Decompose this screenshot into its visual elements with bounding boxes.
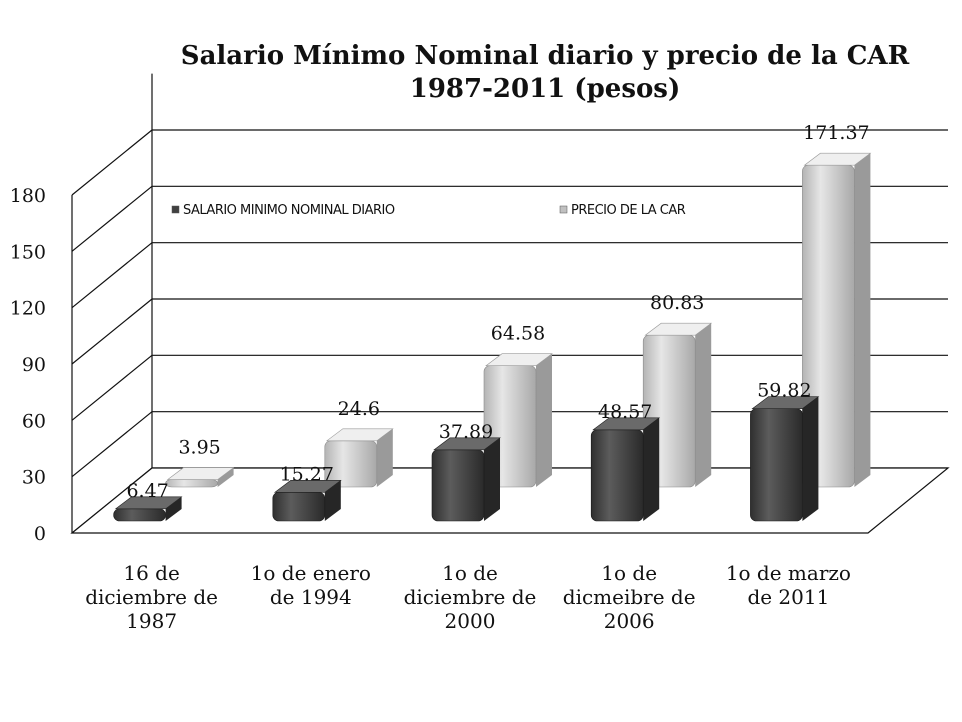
bars — [113, 152, 872, 522]
x-tick-label: 1o de enero de 1994 — [236, 561, 386, 609]
data-label-salario-3: 48.57 — [598, 401, 652, 423]
legend-swatch-salario — [171, 205, 180, 214]
y-tick-label: 0 — [34, 523, 46, 545]
bar-car-0-top — [166, 467, 235, 480]
x-tick-label: 1o de marzo de 2011 — [713, 561, 863, 609]
bar-salario-0-front — [113, 508, 166, 522]
bar-car-4-side — [854, 153, 871, 488]
y-tick-label: 120 — [10, 298, 46, 320]
bar-car-2-top — [485, 353, 553, 367]
y-tick-label: 90 — [22, 354, 46, 376]
bar-salario-4-top — [751, 396, 820, 409]
side-gridline — [71, 242, 153, 309]
bar-car-2-side — [536, 353, 552, 487]
bar-salario-2-side — [484, 437, 500, 521]
data-label-car-4: 171.37 — [803, 122, 869, 144]
x-tick-label: 16 de diciembre de 1987 — [77, 561, 227, 633]
bar-car-0-front — [165, 479, 218, 488]
side-gridline — [71, 354, 153, 421]
bar-salario-3-top — [592, 417, 661, 431]
data-label-car-2: 64.58 — [491, 323, 545, 345]
side-gridline — [71, 129, 153, 196]
bar-salario-4-side — [802, 396, 819, 521]
bar-car-1-side — [376, 428, 393, 487]
side-gridline — [71, 185, 153, 252]
bar-salario-2 — [431, 437, 501, 522]
bar-salario-0 — [113, 496, 183, 522]
data-label-salario-1: 15.27 — [280, 463, 334, 485]
x-tick-label: 1o de dicmeibre de 2006 — [554, 561, 704, 633]
x-tick-label-line: de 1994 — [269, 585, 352, 609]
x-tick-label-line: 16 de — [123, 561, 180, 585]
bar-salario-4-front — [750, 408, 803, 522]
x-tick-label-line: diciembre de — [403, 585, 537, 609]
bar-car-3-side — [695, 323, 712, 487]
x-tick-label-line: diciembre de — [85, 585, 218, 609]
bar-salario-2-top — [433, 437, 501, 451]
y-tick-label: 30 — [22, 467, 46, 489]
chart-title: Salario Mínimo Nominal diario y precio d… — [120, 40, 962, 106]
bar-salario-3-side — [643, 417, 660, 521]
bar-salario-3 — [590, 417, 661, 522]
x-tick-label-line: 1987 — [126, 609, 178, 633]
bar-salario-2-front — [431, 449, 485, 522]
bar-car-4-top — [803, 152, 872, 166]
bar-salario-1-front — [272, 492, 326, 522]
data-label-car-3: 80.83 — [650, 292, 704, 314]
y-tick-label: 150 — [10, 241, 46, 263]
bar-salario-4 — [750, 396, 820, 522]
x-tick-label-line: dicmeibre de — [562, 585, 696, 609]
y-tick-label: 180 — [10, 185, 46, 207]
x-tick-label: 1o de diciembre de 2000 — [395, 561, 545, 633]
data-label-salario-2: 37.89 — [439, 421, 493, 443]
x-tick-label-line: 2000 — [444, 609, 496, 633]
x-tick-label-line: 2006 — [603, 609, 655, 633]
y-axis: 0 30 60 90 120 150 180 — [10, 185, 46, 545]
chart-title-line-1: Salario Mínimo Nominal diario y precio d… — [180, 41, 910, 71]
data-label-salario-4: 59.82 — [757, 380, 811, 402]
bar-salario-0-top — [114, 496, 183, 510]
bar-car-3-top — [644, 322, 713, 336]
legend: SALARIO MINIMO NOMINAL DIARIO PRECIO DE L… — [171, 203, 686, 218]
x-tick-label-line: 1o de enero — [250, 561, 371, 585]
bar-car-1 — [324, 428, 394, 488]
x-tick-label-line: 1o de marzo — [725, 561, 851, 585]
data-label-car-1: 24.6 — [338, 398, 380, 420]
bar-car-1-top — [325, 428, 394, 442]
data-label-car-0: 3.95 — [178, 437, 220, 459]
side-gridline — [71, 298, 153, 365]
x-tick-label-line: de 2011 — [747, 585, 830, 609]
bar-salario-1-top — [273, 480, 342, 493]
bar-salario-1 — [272, 480, 342, 522]
bar-car-0 — [165, 467, 235, 488]
data-labels: 6.47 3.95 15.27 24.6 37.89 64.58 48.57 80.83 59.… — [126, 122, 869, 502]
chart-title-line-2: 1987-2011 (pesos) — [409, 74, 681, 104]
bar-car-0-side — [217, 467, 234, 487]
side-gridline — [71, 411, 153, 478]
y-tick-label: 60 — [22, 410, 46, 432]
x-tick-label-line: 1o de — [442, 561, 498, 585]
legend-label-car: PRECIO DE LA CAR — [571, 203, 686, 218]
bar-salario-3-front — [590, 429, 644, 522]
x-tick-label-line: 1o de — [601, 561, 658, 585]
legend-swatch-car — [559, 205, 568, 214]
bar-salario-0-side — [165, 496, 182, 521]
legend-label-salario: SALARIO MINIMO NOMINAL DIARIO — [183, 203, 395, 218]
bar-salario-1-side — [324, 480, 341, 521]
data-label-salario-0: 6.47 — [126, 480, 168, 502]
